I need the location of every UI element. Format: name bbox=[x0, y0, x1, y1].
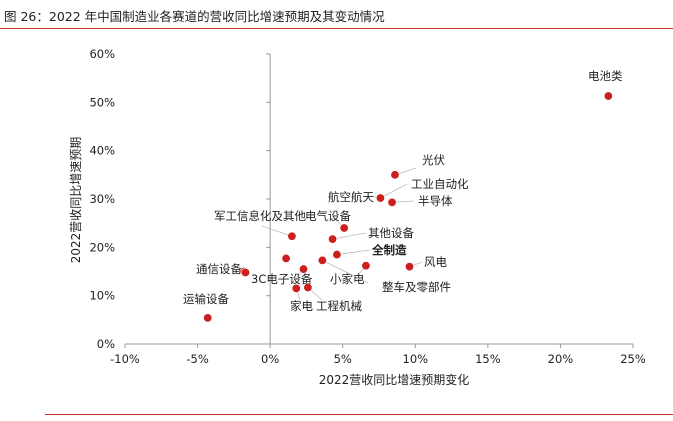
data-point bbox=[332, 250, 342, 260]
point-label: 家电 bbox=[290, 299, 313, 313]
y-tick-label: 30% bbox=[89, 192, 115, 206]
data-point bbox=[303, 282, 313, 292]
x-tick-label: -5% bbox=[186, 352, 208, 366]
data-point bbox=[339, 223, 349, 233]
point-label: 通信设备 bbox=[196, 262, 242, 276]
data-point bbox=[390, 170, 400, 180]
point-label: 工业自动化 bbox=[411, 177, 469, 191]
x-tick-label: -10% bbox=[110, 352, 140, 366]
y-tick-label: 10% bbox=[89, 289, 115, 303]
point-label: 电气设备 bbox=[305, 209, 351, 223]
data-point bbox=[361, 261, 371, 271]
y-tick-label: 60% bbox=[89, 47, 115, 61]
point-label: 电池类 bbox=[588, 69, 623, 83]
x-tick-label: 20% bbox=[548, 352, 574, 366]
data-point bbox=[317, 255, 327, 265]
point-label: 全制造 bbox=[371, 243, 407, 257]
point-label: 运输设备 bbox=[183, 292, 229, 306]
data-point bbox=[240, 267, 250, 277]
x-tick-label: 25% bbox=[620, 352, 646, 366]
data-point bbox=[328, 234, 338, 244]
y-tick-label: 40% bbox=[89, 144, 115, 158]
title-divider bbox=[0, 28, 673, 29]
data-point bbox=[203, 313, 213, 323]
point-label: 其他设备 bbox=[368, 226, 414, 240]
point-label: 3C电子设备 bbox=[251, 272, 313, 286]
data-point bbox=[375, 193, 385, 203]
data-point bbox=[603, 91, 613, 101]
point-label: 半导体 bbox=[418, 194, 453, 208]
point-label: 小家电 bbox=[330, 272, 365, 286]
leader-line bbox=[322, 260, 369, 284]
point-label: 工程机械 bbox=[316, 299, 362, 313]
data-point bbox=[281, 253, 291, 263]
point-label: 航空航天 bbox=[328, 190, 374, 204]
point-label: 整车及零部件 bbox=[382, 280, 451, 294]
point-label: 军工信息化及其他 bbox=[214, 209, 306, 223]
footer-divider bbox=[45, 414, 673, 415]
leader-line bbox=[336, 249, 371, 255]
y-tick-label: 50% bbox=[89, 95, 115, 109]
figure-title: 图 26：2022 年中国制造业各赛道的营收同比增速预期及其变动情况 bbox=[4, 9, 385, 24]
y-axis-title: 2022营收同比增速预期 bbox=[69, 137, 83, 264]
x-tick-label: 5% bbox=[334, 352, 352, 366]
data-point bbox=[404, 262, 414, 272]
data-point bbox=[387, 197, 397, 207]
x-tick-label: 10% bbox=[403, 352, 429, 366]
y-tick-label: 20% bbox=[89, 240, 115, 254]
leader-line bbox=[380, 183, 408, 199]
x-tick-label: 15% bbox=[475, 352, 501, 366]
y-tick-label: 0% bbox=[97, 337, 115, 351]
point-label: 风电 bbox=[424, 255, 447, 269]
leader-line bbox=[261, 225, 293, 237]
data-point bbox=[299, 264, 309, 274]
data-point bbox=[287, 231, 297, 241]
leader-line bbox=[332, 232, 367, 240]
x-tick-label: 0% bbox=[261, 352, 279, 366]
data-point bbox=[291, 283, 301, 293]
x-axis-title: 2022营收同比增速预期变化 bbox=[319, 372, 470, 387]
point-label: 光伏 bbox=[422, 153, 445, 167]
